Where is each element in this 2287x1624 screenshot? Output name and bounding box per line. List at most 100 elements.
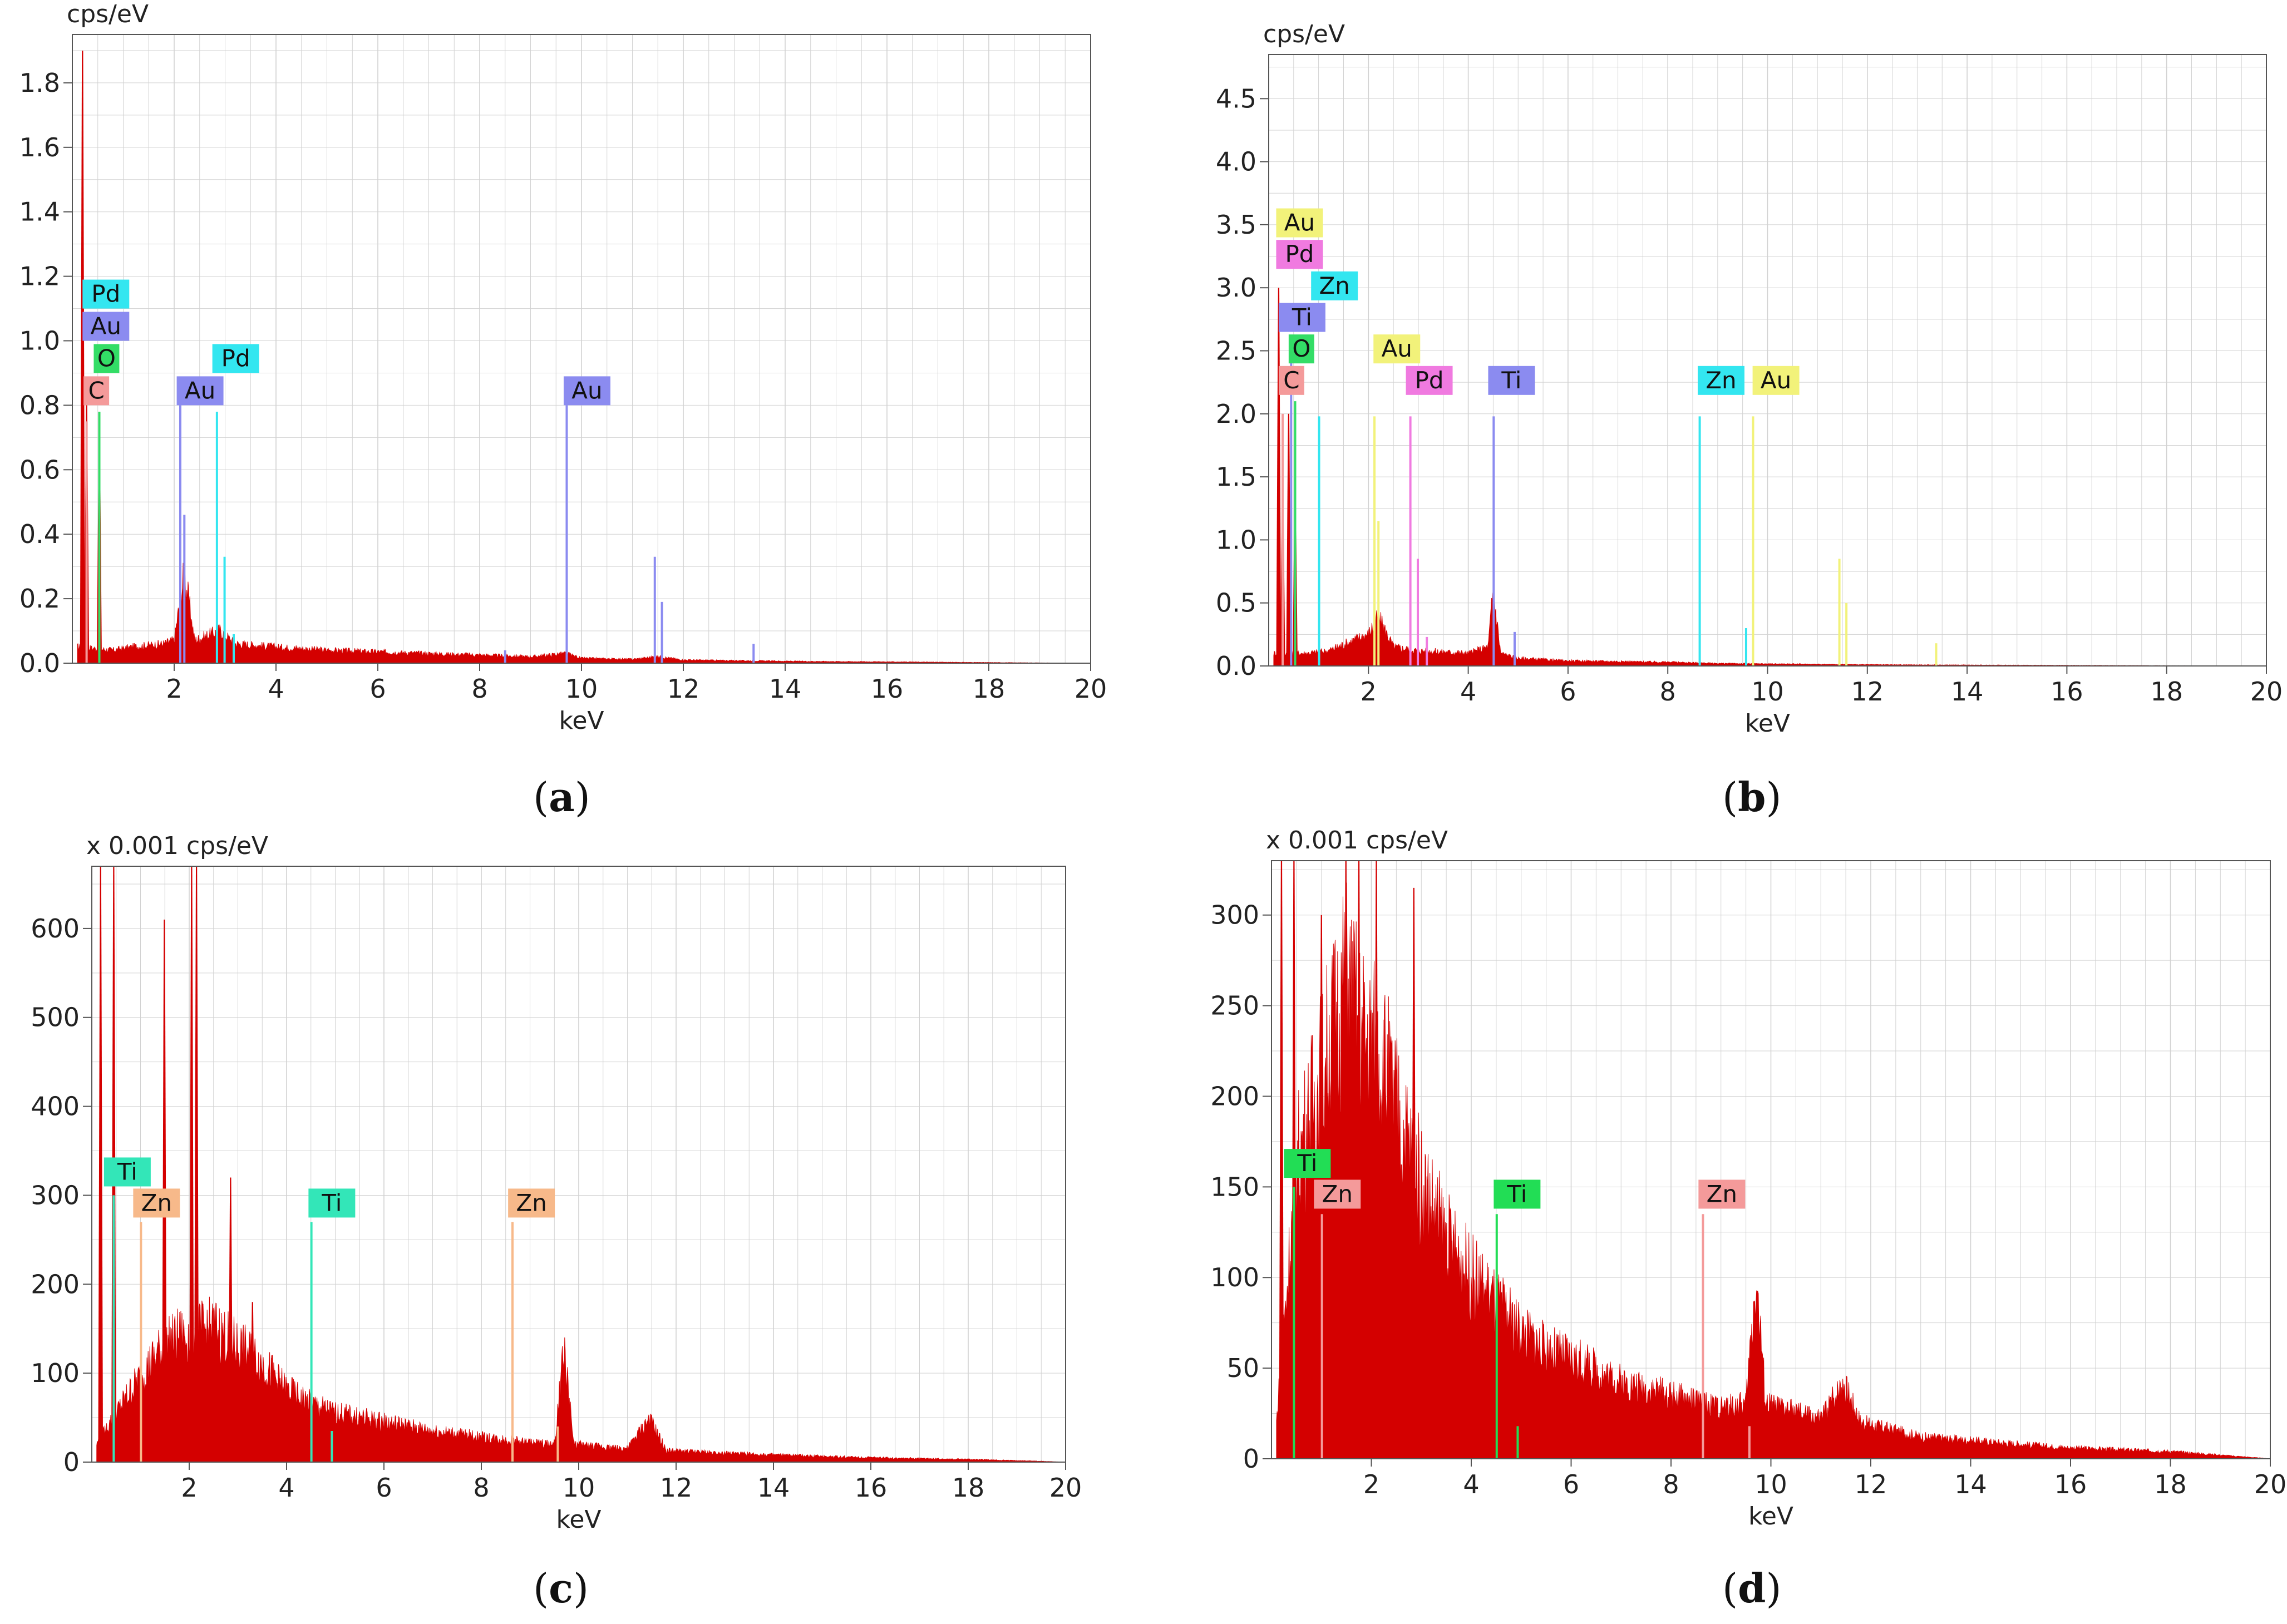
x-tick-label: 18 [2150,677,2183,707]
peak-label-text: Au [1761,367,1791,394]
spectrum-peak [1411,887,1417,1459]
x-tick-label: 20 [2254,1469,2287,1499]
peak-label-pd: Pd [1276,240,1323,269]
caption-a: (a) [533,773,590,821]
x-tick-label: 8 [1660,677,1676,707]
peak-label-box [1698,1179,1746,1209]
peak-label-c: C [1278,366,1304,395]
peak-label-au: Au [563,376,610,406]
spectrum-peak [1286,413,1292,666]
y-tick-label: 0 [1243,1444,1259,1474]
peak-label-pd: Pd [212,344,259,373]
peak-label-ti: Ti [1488,366,1535,395]
peak-label-ti: Ti [1494,1179,1541,1209]
peak-label-text: Au [571,377,602,404]
x-tick-label: 20 [1075,674,1107,704]
x-tick-label: 14 [1951,677,1984,707]
x-tick-label: 18 [2154,1469,2187,1499]
peak-label-box [1276,208,1323,238]
x-tick-label: 16 [855,1473,888,1503]
panel-c: 0 100 200 300 400 500 600 2 4 6 8 10 12 14 16 18 20 keV x … [0,812,1144,1624]
grid-a [72,34,1091,664]
peak-label-text: Zn [1706,367,1736,394]
y-tick-label: 1.6 [19,132,60,162]
chart-a: 0.0 0.2 0.4 0.6 0.8 1.0 1.2 1.4 1.6 1.8 2 4 6 8 10 12 14… [19,0,1107,735]
y-tick-label: 0.4 [19,519,60,549]
peak-label-zn: Zn [1698,1179,1746,1209]
x-axis-title: keV [559,707,604,735]
y-tick-label: 100 [1210,1262,1259,1292]
peak-label-text: O [1292,335,1310,362]
peak-label-ti: Ti [1278,303,1325,332]
peak-label-box [1284,1149,1331,1178]
peak-label-box [82,312,130,341]
peak-label-text: Ti [1292,304,1312,331]
spectrum-a [77,562,1091,664]
y-tick-label: 0.6 [19,455,60,485]
peak-label-box [103,1157,151,1187]
x-tick-label: 12 [1855,1469,1887,1499]
peak-label-box [1278,303,1325,332]
peak-label-text: C [1283,367,1299,394]
peak-label-o: O [93,344,120,373]
peak-label-zn: Zn [1314,1179,1361,1209]
spectrum-peak [1343,861,1349,1459]
peak-label-pd: Pd [82,279,130,309]
caption-c: (c) [533,1564,589,1612]
y-tick-label: 0.8 [19,390,60,420]
peak-label-pd: Pd [1406,366,1453,395]
y-tick-label: 600 [31,914,80,944]
x-tick-label: 20 [1049,1473,1082,1503]
x-tick-label: 10 [1751,677,1784,707]
y-tick-label: 4.0 [1216,147,1256,177]
peak-label-box [508,1188,555,1218]
x-tick-label: 8 [1663,1469,1679,1499]
peak-label-au: Au [82,312,130,341]
x-tick-label: 4 [1463,1469,1479,1499]
peak-label-au: Au [1276,208,1323,238]
peak-label-box [212,344,259,373]
y-tick-label: 3.5 [1216,210,1256,240]
y-tick-label: 1.2 [19,261,60,292]
y-tick-label: 0.0 [1216,651,1256,681]
y-tick-label: 300 [31,1180,80,1210]
x-tick-label: 2 [166,674,182,704]
spectrum-d [1276,882,2270,1459]
spectrum-peak [194,866,199,1462]
x-tick-label: 14 [757,1473,790,1503]
y-tick-label: 500 [31,1003,80,1033]
x-tick-label: 2 [1363,1469,1379,1499]
spectrum-peak [1356,861,1362,1459]
spectrum-c [96,1296,1066,1463]
y-tick-label: 200 [1210,1081,1259,1111]
panel-b: 0.0 0.5 1.0 1.5 2.0 2.5 3.0 3.5 4.0 4.5 2 4 6 8 10 12 14… [1144,0,2287,821]
grid-b [1268,55,2267,667]
spectrum-peak [228,1177,233,1462]
y-tick-label: 300 [1210,900,1259,930]
y-tick-label: 150 [1210,1172,1259,1202]
peak-label-text: Zn [1322,1180,1353,1207]
x-tick-label: 2 [181,1473,197,1503]
spectrum-peak [98,866,103,1462]
spectrum-b [1273,589,2266,667]
peak-label-text: Zn [516,1189,546,1216]
x-axis-title: keV [1745,709,1790,738]
peak-label-box [1373,334,1421,364]
peak-label-ti: Ti [1284,1149,1331,1178]
y-tick-label: 100 [31,1358,80,1388]
peak-label-box [308,1188,356,1218]
x-tick-label: 8 [473,1473,489,1503]
peak-label-text: C [88,377,104,404]
peak-label-text: Pd [1285,240,1314,268]
y-tick-label: 3.0 [1216,273,1256,303]
peak-label-text: O [97,344,116,372]
peak-label-box [563,376,610,406]
peak-label-text: Ti [1506,1180,1527,1207]
y-tick-label: 250 [1210,991,1259,1021]
peak-label-box [82,279,130,309]
spectrum-peak [269,1355,275,1462]
peak-label-text: Au [1382,335,1412,362]
chart-c: 0 100 200 300 400 500 600 2 4 6 8 10 12 14 16 18 20 keV x … [31,832,1082,1534]
peak-label-text: Ti [1501,367,1521,394]
x-tick-label: 4 [268,674,284,704]
